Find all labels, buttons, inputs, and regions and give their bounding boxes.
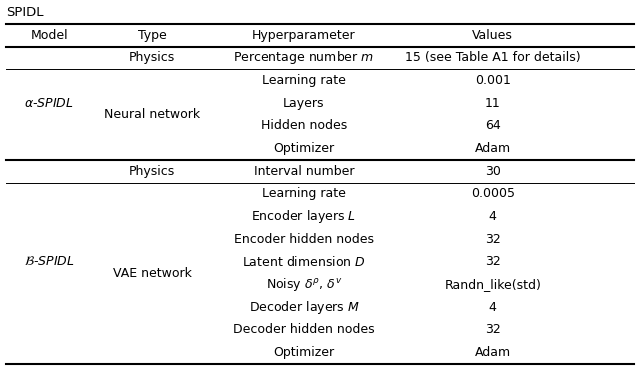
Text: 0.001: 0.001 [475, 74, 511, 87]
Text: $\alpha$-SPIDL: $\alpha$-SPIDL [24, 97, 74, 110]
Text: Layers: Layers [284, 97, 324, 110]
Text: Hyperparameter: Hyperparameter [252, 29, 356, 42]
Text: 30: 30 [485, 165, 500, 178]
Text: 0.0005: 0.0005 [471, 187, 515, 200]
Text: Optimizer: Optimizer [273, 142, 335, 155]
Text: 32: 32 [485, 255, 500, 268]
Text: Noisy $\delta^{\rho}$, $\delta^{v}$: Noisy $\delta^{\rho}$, $\delta^{v}$ [266, 276, 342, 293]
Text: Adam: Adam [475, 346, 511, 359]
Text: Optimizer: Optimizer [273, 346, 335, 359]
Text: 11: 11 [485, 97, 500, 110]
Text: Encoder hidden nodes: Encoder hidden nodes [234, 233, 374, 245]
Text: $\mathcal{B}$-SPIDL: $\mathcal{B}$-SPIDL [24, 255, 75, 268]
Text: Latent dimension $D$: Latent dimension $D$ [242, 255, 366, 269]
Text: 15 (see Table A1 for details): 15 (see Table A1 for details) [405, 51, 580, 65]
Text: Model: Model [31, 29, 68, 42]
Text: Adam: Adam [475, 142, 511, 155]
Text: Physics: Physics [129, 165, 175, 178]
Text: VAE network: VAE network [113, 267, 192, 280]
Text: Percentage number $m$: Percentage number $m$ [234, 50, 374, 66]
Text: Type: Type [138, 29, 166, 42]
Text: Decoder layers $M$: Decoder layers $M$ [248, 298, 360, 316]
Text: Learning rate: Learning rate [262, 74, 346, 87]
Text: Decoder hidden nodes: Decoder hidden nodes [233, 323, 375, 336]
Text: SPIDL: SPIDL [6, 6, 44, 19]
Text: Neural network: Neural network [104, 108, 200, 121]
Text: Interval number: Interval number [253, 165, 355, 178]
Text: 64: 64 [485, 119, 500, 132]
Text: 32: 32 [485, 233, 500, 245]
Text: Randn_like(std): Randn_like(std) [444, 278, 541, 291]
Text: 32: 32 [485, 323, 500, 336]
Text: Values: Values [472, 29, 513, 42]
Text: Learning rate: Learning rate [262, 187, 346, 200]
Text: Physics: Physics [129, 51, 175, 65]
Text: Hidden nodes: Hidden nodes [261, 119, 347, 132]
Text: 4: 4 [489, 301, 497, 314]
Text: 4: 4 [489, 210, 497, 223]
Text: Encoder layers $L$: Encoder layers $L$ [252, 208, 356, 225]
